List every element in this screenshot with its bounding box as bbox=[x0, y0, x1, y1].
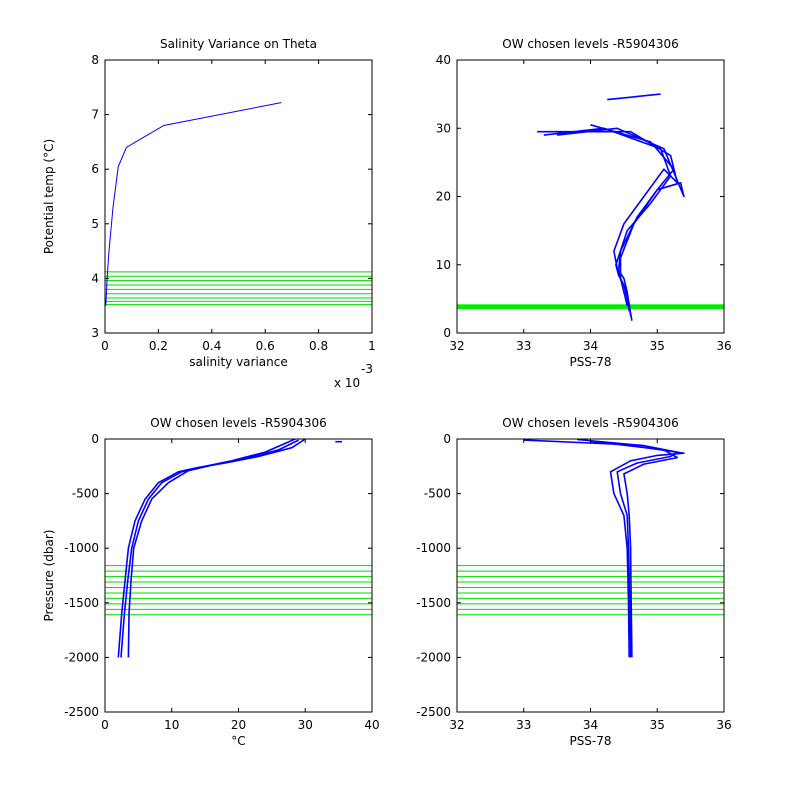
series-line bbox=[127, 439, 299, 658]
series-line bbox=[105, 102, 282, 306]
series-line bbox=[607, 93, 661, 101]
y-tick-label: -500 bbox=[72, 487, 99, 501]
y-tick-label: 30 bbox=[436, 121, 451, 135]
x-tick-label: 35 bbox=[650, 339, 665, 353]
x-axis-label: salinity variance bbox=[189, 355, 288, 369]
y-tick-label: 10 bbox=[436, 258, 451, 272]
series-line bbox=[523, 439, 685, 658]
x-tick-label: 0 bbox=[101, 339, 109, 353]
panel-theta-salinity: 32 33 34 35 36 0 10 20 30 40 OW chosen levels -R59… bbox=[436, 37, 732, 369]
x-tick-label: 40 bbox=[364, 718, 379, 732]
x-tick-label: 36 bbox=[716, 339, 731, 353]
x-tick-label: 0.4 bbox=[202, 339, 221, 353]
y-tick-label: -2500 bbox=[64, 705, 99, 719]
series-line bbox=[590, 440, 679, 658]
y-tick-label: 7 bbox=[91, 108, 99, 122]
y-tick-label: 3 bbox=[91, 326, 99, 340]
chart-title: OW chosen levels -R5904306 bbox=[502, 37, 678, 51]
x-tick-label: 30 bbox=[298, 718, 313, 732]
x-tick-label: 33 bbox=[516, 718, 531, 732]
level-band bbox=[457, 304, 724, 310]
y-axis-label: Pressure (dbar) bbox=[42, 530, 56, 622]
chart-title: OW chosen levels -R5904306 bbox=[150, 416, 326, 430]
y-tick-label: 8 bbox=[91, 53, 99, 67]
series-line bbox=[577, 438, 679, 658]
x-tick-label: 35 bbox=[650, 718, 665, 732]
y-tick-label: 20 bbox=[436, 190, 451, 204]
x-tick-label: 10 bbox=[164, 718, 179, 732]
y-tick-label: -1000 bbox=[64, 541, 99, 555]
y-tick-label: 5 bbox=[91, 217, 99, 231]
series-line bbox=[590, 124, 675, 306]
x-tick-label: 20 bbox=[231, 718, 246, 732]
y-tick-label: -2000 bbox=[64, 650, 99, 664]
series-line bbox=[557, 127, 685, 316]
x-tick-label: 0.8 bbox=[309, 339, 328, 353]
series-line bbox=[120, 438, 296, 658]
x-tick-label: 1 bbox=[368, 339, 376, 353]
y-tick-label: 0 bbox=[443, 326, 451, 340]
y-tick-label: 6 bbox=[91, 162, 99, 176]
axes-frame bbox=[456, 438, 725, 713]
x-tick-label: 0.6 bbox=[256, 339, 275, 353]
x-tick-label: 34 bbox=[583, 718, 598, 732]
x-tick-label: 32 bbox=[449, 718, 464, 732]
x-exponent-power: -3 bbox=[361, 362, 373, 376]
y-tick-label: 40 bbox=[436, 53, 451, 67]
y-tick-label: -2000 bbox=[416, 650, 451, 664]
y-tick-label: -500 bbox=[424, 487, 451, 501]
axes-frame bbox=[104, 59, 373, 334]
series-line bbox=[117, 438, 306, 658]
x-axis-label: PSS-78 bbox=[569, 355, 611, 369]
axes-frame bbox=[104, 438, 373, 713]
y-tick-label: -1500 bbox=[416, 596, 451, 610]
x-axis-label: °C bbox=[231, 734, 245, 748]
x-tick-label: 0.2 bbox=[149, 339, 168, 353]
series-line bbox=[543, 127, 672, 312]
panel-salinity-variance: 0 0.2 0.4 0.6 0.8 1 3 4 5 6 7 8 Salinity Variance on… bbox=[42, 37, 376, 390]
panel-pressure-salinity: 32 33 34 35 36 -2500 -2000 -1500 -1000 -500 0 OW ch… bbox=[416, 416, 732, 748]
x-axis-label: PSS-78 bbox=[569, 734, 611, 748]
y-tick-label: 0 bbox=[443, 432, 451, 446]
x-tick-label: 33 bbox=[516, 339, 531, 353]
series-line bbox=[537, 130, 679, 321]
x-exponent-base: x 10 bbox=[334, 376, 360, 390]
x-tick-label: 0 bbox=[101, 718, 109, 732]
chart-title: Salinity Variance on Theta bbox=[160, 37, 317, 51]
y-tick-label: 0 bbox=[91, 432, 99, 446]
y-tick-label: -1000 bbox=[416, 541, 451, 555]
x-tick-label: 32 bbox=[449, 339, 464, 353]
panel-pressure-temperature: 0 10 20 30 40 -2500 -2000 -1500 -1000 -500 0 OW cho… bbox=[42, 416, 380, 748]
y-tick-label: -1500 bbox=[64, 596, 99, 610]
y-axis-label: Potential temp (°C) bbox=[42, 139, 56, 254]
chart-title: OW chosen levels -R5904306 bbox=[502, 416, 678, 430]
y-tick-label: 4 bbox=[91, 271, 99, 285]
x-tick-label: 34 bbox=[583, 339, 598, 353]
x-tick-label: 36 bbox=[716, 718, 731, 732]
y-tick-label: -2500 bbox=[416, 705, 451, 719]
